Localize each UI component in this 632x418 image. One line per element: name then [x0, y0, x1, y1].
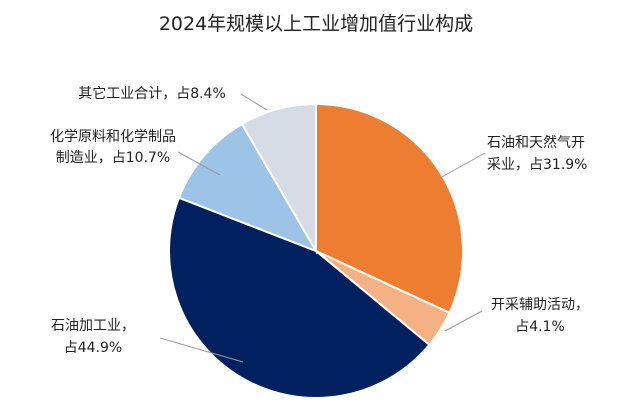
leader-line-4 — [240, 93, 268, 111]
slice-label-line: 制造业，占10.7% — [56, 150, 170, 166]
leader-line-3 — [177, 151, 221, 176]
slice-label-3: 化学原料和化学制品制造业，占10.7% — [50, 129, 176, 166]
slice-label-line: 其它工业合计，占8.4% — [78, 85, 226, 102]
slice-label-line: 化学原料和化学制品 — [50, 129, 176, 145]
slice-label-0: 石油和天然气开采业，占31.9% — [487, 134, 587, 173]
pie-slice-3 — [177, 122, 319, 253]
leader-line-0 — [439, 152, 486, 179]
slice-labels: 石油和天然气开采业，占31.9% 开采辅助活动， 占4.1% 石油加工业， 占44.9%… — [50, 85, 589, 356]
leader-lines — [159, 93, 486, 363]
pie-slice-4 — [240, 102, 317, 255]
leader-line-1 — [444, 310, 483, 332]
leader-line-2 — [159, 337, 244, 363]
pie-slices — [168, 102, 464, 399]
slice-label-4: 其它工业合计，占8.4% — [78, 85, 226, 102]
slice-label-line: 占4.1% — [515, 319, 565, 335]
slice-label-2: 石油加工业， 占44.9% — [51, 318, 135, 356]
slice-label-line: 开采辅助活动， — [491, 297, 589, 313]
slice-label-line: 占44.9% — [64, 340, 122, 356]
pie-slice-0 — [315, 102, 464, 315]
chart-title: 2024年规模以上工业增加值行业构成 — [159, 13, 473, 35]
slice-label-line: 石油和天然气开 — [487, 134, 585, 151]
pie-slice-2 — [168, 196, 431, 399]
slice-label-1: 开采辅助活动， 占4.1% — [491, 297, 589, 335]
slice-label-line: 采业，占31.9% — [487, 157, 587, 173]
slice-label-line: 石油加工业， — [51, 318, 135, 334]
